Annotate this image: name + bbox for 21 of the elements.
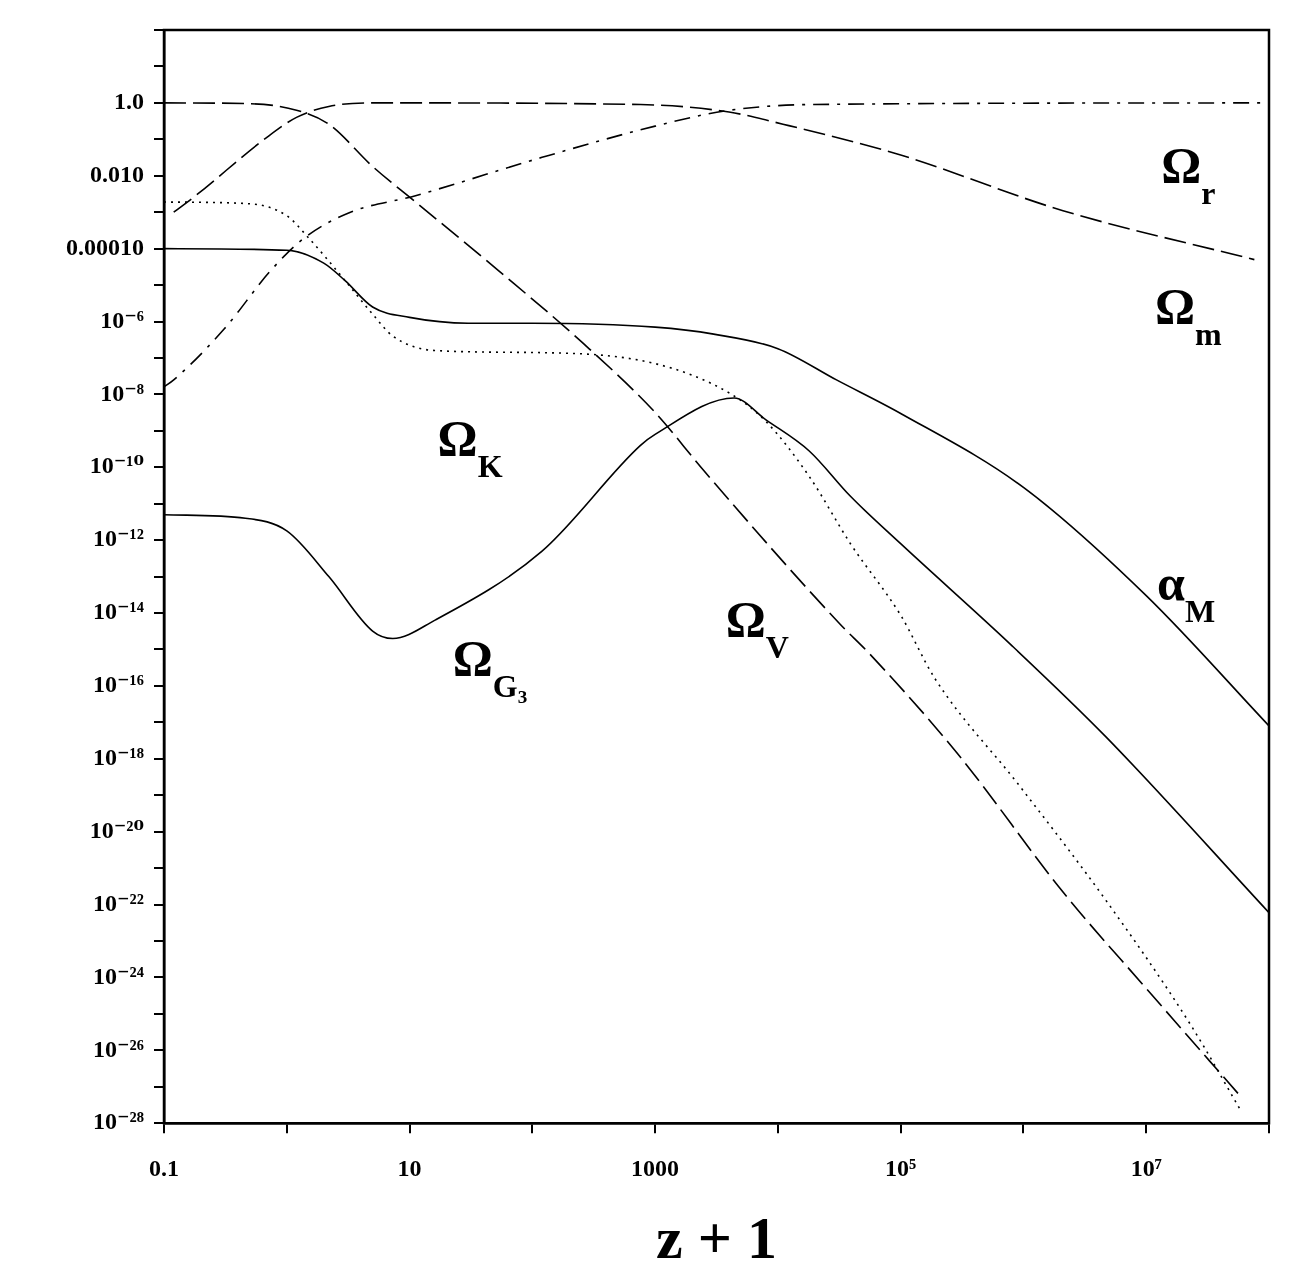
y-tick-label: 10⁻²⁰	[89, 816, 144, 843]
x-tick-label: 10⁵	[885, 1154, 917, 1181]
y-tick-label: 0.00010	[66, 233, 144, 260]
y-tick-label: 1.0	[114, 88, 144, 115]
x-tick-label: 1000	[631, 1154, 680, 1181]
y-tick-label: 10⁻¹²	[92, 525, 144, 552]
y-tick-label: 10⁻²²	[92, 889, 144, 916]
y-tick-label: 0.010	[90, 160, 144, 187]
y-tick-label: 10⁻⁸	[100, 379, 144, 406]
y-tick-label: 10⁻²⁴	[92, 962, 144, 989]
x-tick-label: 10	[397, 1154, 422, 1181]
y-tick-label: 10⁻¹⁴	[92, 598, 144, 625]
y-tick-label: 10⁻⁶	[100, 306, 144, 333]
x-tick-label: 0.1	[149, 1154, 179, 1181]
x-tick-label: 10⁷	[1130, 1154, 1162, 1181]
y-tick-label: 10⁻¹⁶	[92, 671, 144, 698]
y-tick-label: 10⁻²⁶	[92, 1035, 144, 1062]
x-axis-title: z + 1	[656, 1204, 777, 1271]
y-tick-label: 10⁻¹⁸	[92, 744, 144, 770]
y-tick-label: 10⁻²⁸	[92, 1108, 144, 1135]
y-tick-label: 10⁻¹⁰	[89, 452, 144, 479]
